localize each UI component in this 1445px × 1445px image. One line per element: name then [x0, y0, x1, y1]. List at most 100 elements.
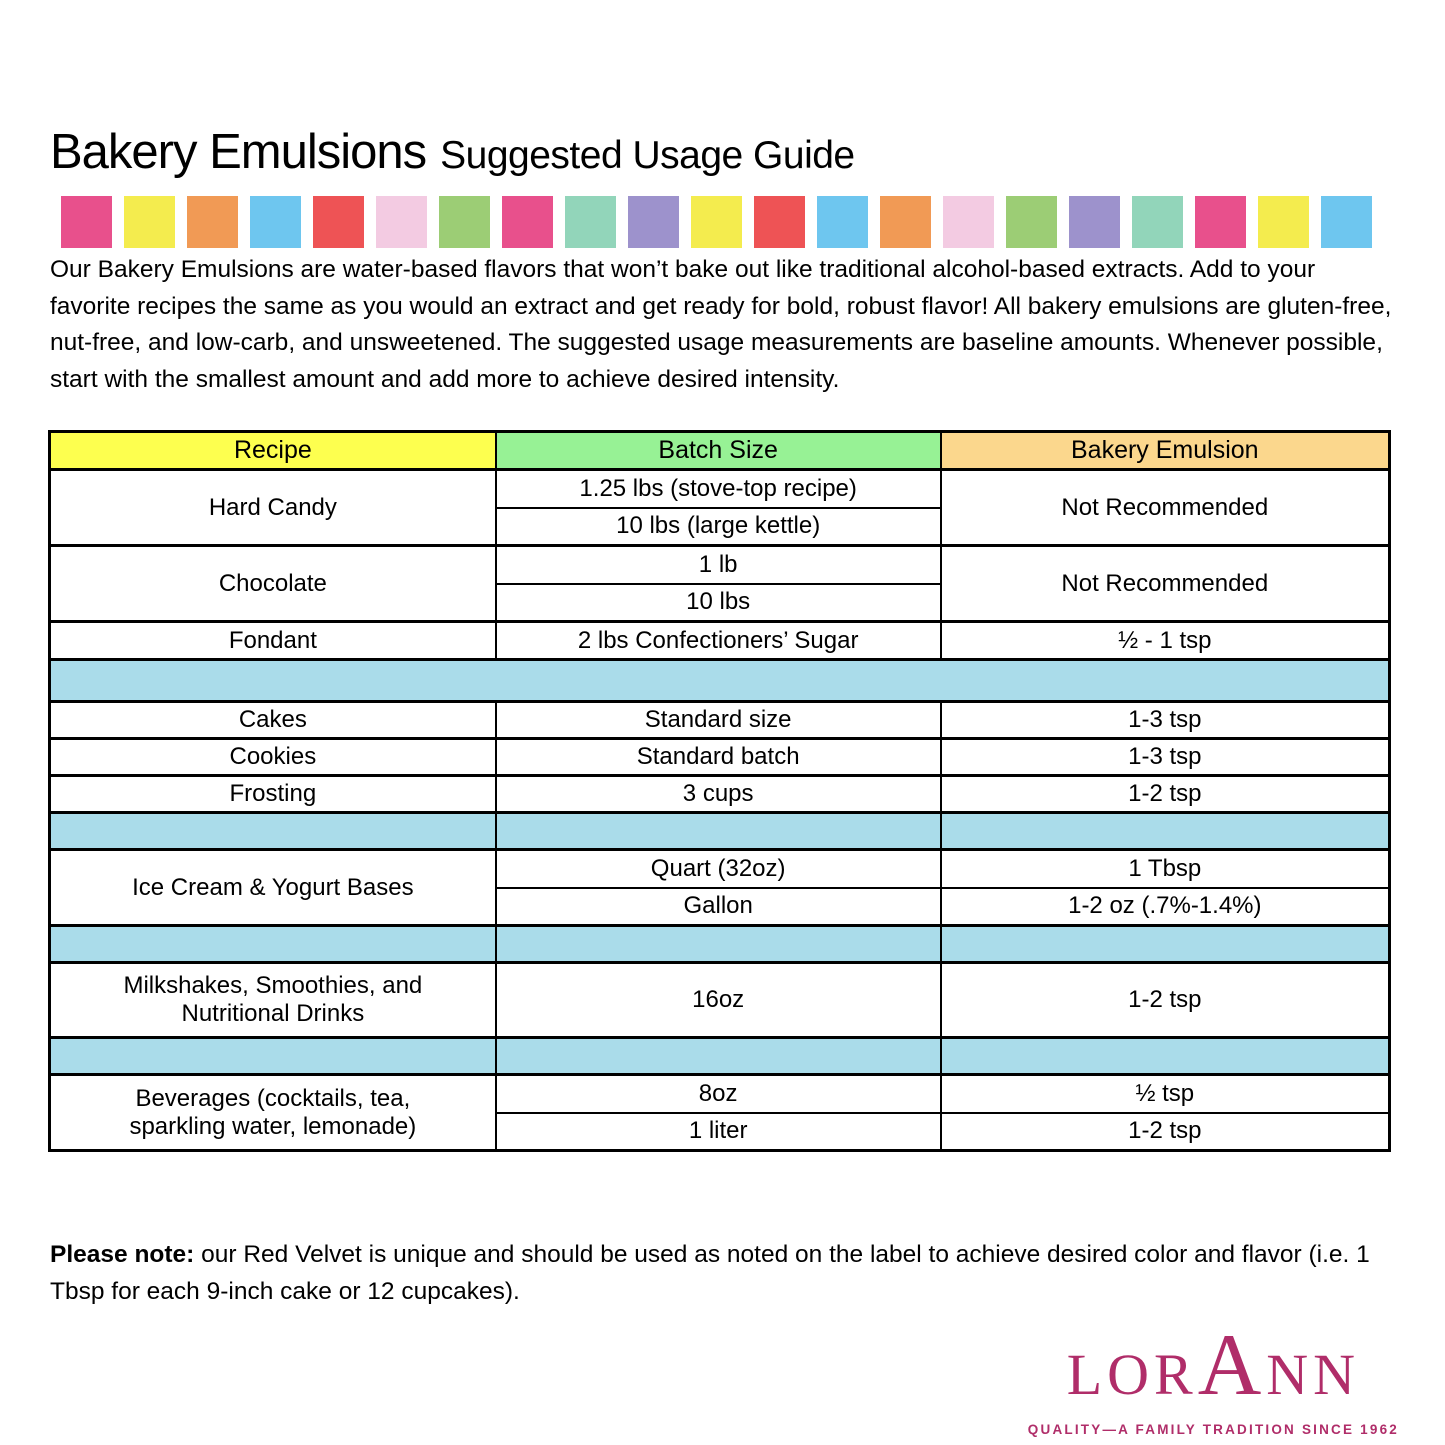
cell-batch-beverages-2: 1 liter [494, 1111, 942, 1152]
cell-batch-fondant: 2 lbs Confectioners’ Sugar [494, 620, 942, 661]
table-row-beverages-2: 1 liter 1-2 tsp [50, 1111, 1391, 1152]
table-header-row: Recipe Batch Size Bakery Emulsion [48, 430, 1391, 471]
spacer-cell [48, 1036, 497, 1076]
cell-emulsion-ice-cream-2: 1-2 oz (.7%-1.4%) [939, 886, 1391, 927]
column-header-bakery-emulsion: Bakery Emulsion [939, 430, 1391, 471]
color-swatch [817, 196, 868, 248]
table-row-cookies: Cookies Standard batch 1-3 tsp [48, 737, 1391, 777]
color-swatch [1006, 196, 1057, 248]
cell-recipe-hard-candy: Hard Candy [48, 468, 497, 547]
cell-recipe-ice-cream: Ice Cream & Yogurt Bases [48, 848, 497, 927]
cell-batch-beverages-1: 8oz [494, 1073, 942, 1114]
cell-emulsion-cookies: 1-3 tsp [939, 737, 1391, 777]
cell-batch-frosting: 3 cups [494, 774, 942, 814]
cell-emulsion-beverages-1: ½ tsp [939, 1073, 1391, 1114]
color-swatch [376, 196, 427, 248]
footer-note-text: our Red Velvet is unique and should be u… [50, 1241, 1370, 1305]
cell-batch-chocolate-2: 10 lbs [494, 582, 942, 623]
color-swatch [943, 196, 994, 248]
table-row-beverages-1: Beverages (cocktails, tea, sparkling wat… [48, 1073, 1391, 1152]
color-swatch [1132, 196, 1183, 248]
color-swatch [880, 196, 931, 248]
wordmark-part1: LOR [1066, 1342, 1198, 1407]
cell-emulsion-ice-cream-1: 1 Tbsp [939, 848, 1391, 889]
color-swatch [754, 196, 805, 248]
cell-batch-milkshakes: 16oz [494, 961, 942, 1039]
footer-note: Please note: our Red Velvet is unique an… [50, 1236, 1395, 1310]
cell-batch-hard-candy-2: 10 lbs (large kettle) [494, 506, 942, 547]
color-swatch [565, 196, 616, 248]
spacer-cell [48, 658, 1391, 703]
color-swatch [1195, 196, 1246, 248]
column-header-recipe: Recipe [48, 430, 497, 471]
spacer-row [48, 811, 1391, 851]
color-swatch [313, 196, 364, 248]
cell-recipe-cookies: Cookies [48, 737, 497, 777]
table-row-ice-cream-1: Ice Cream & Yogurt Bases Quart (32oz) 1 … [48, 848, 1391, 927]
table-row-chocolate-2: 10 lbs [50, 582, 1390, 623]
cell-recipe-milkshakes: Milkshakes, Smoothies, and Nutritional D… [48, 961, 497, 1039]
spacer-cell [48, 924, 497, 964]
title-main: Bakery Emulsions [50, 125, 427, 179]
color-swatch [1069, 196, 1120, 248]
spacer-row [48, 924, 1391, 964]
footer-note-label: Please note: [50, 1241, 195, 1268]
cell-batch-ice-cream-1: Quart (32oz) [494, 848, 942, 889]
usage-table-container: Recipe Batch Size Bakery Emulsion Hard C… [48, 430, 1391, 1152]
wordmark-part3: NN [1266, 1342, 1361, 1407]
cell-recipe-fondant: Fondant [48, 620, 497, 661]
spacer-cell [939, 811, 1391, 851]
cell-recipe-beverages: Beverages (cocktails, tea, sparkling wat… [48, 1073, 497, 1152]
color-strip [61, 196, 1372, 248]
lorann-logo: LOR A NN QUALITY—A FAMILY TRADITION SINCE … [1027, 1322, 1399, 1438]
cell-batch-cookies: Standard batch [494, 737, 942, 777]
color-swatch [61, 196, 112, 248]
table-row-fondant: Fondant 2 lbs Confectioners’ Sugar ½ - 1… [48, 620, 1391, 661]
color-swatch [691, 196, 742, 248]
table-row-cakes: Cakes Standard size 1-3 tsp [48, 700, 1391, 740]
spacer-row [48, 658, 1391, 703]
cell-recipe-chocolate: Chocolate [48, 544, 497, 623]
cell-emulsion-cakes: 1-3 tsp [939, 700, 1391, 740]
color-swatch [439, 196, 490, 248]
cell-emulsion-hard-candy: Not Recommended [939, 468, 1391, 547]
color-swatch [250, 196, 301, 248]
cell-batch-ice-cream-2: Gallon [494, 886, 942, 927]
table-row-milkshakes: Milkshakes, Smoothies, and Nutritional D… [48, 961, 1391, 1039]
cell-recipe-frosting: Frosting [48, 774, 497, 814]
wordmark-big-a: A [1197, 1317, 1267, 1414]
intro-paragraph: Our Bakery Emulsions are water-based fla… [50, 256, 1392, 393]
cell-emulsion-frosting: 1-2 tsp [939, 774, 1391, 814]
column-header-batch-size: Batch Size [494, 430, 942, 471]
spacer-cell [939, 924, 1391, 964]
table-row-chocolate-1: Chocolate 1 lb Not Recommended [48, 544, 1391, 623]
spacer-cell [494, 811, 942, 851]
color-swatch [628, 196, 679, 248]
color-swatch [1258, 196, 1309, 248]
cell-emulsion-fondant: ½ - 1 tsp [939, 620, 1391, 661]
lorann-tagline: QUALITY—A FAMILY TRADITION SINCE 1962 [1027, 1422, 1399, 1437]
spacer-cell [494, 1036, 942, 1076]
spacer-cell [48, 811, 497, 851]
spacer-cell [939, 1036, 1391, 1076]
usage-table: Recipe Batch Size Bakery Emulsion Hard C… [48, 430, 1391, 1152]
spacer-row [48, 1036, 1391, 1076]
cell-batch-hard-candy-1: 1.25 lbs (stove-top recipe) [494, 468, 942, 509]
spacer-cell [494, 924, 942, 964]
cell-emulsion-chocolate: Not Recommended [939, 544, 1391, 623]
cell-emulsion-milkshakes: 1-2 tsp [939, 961, 1391, 1039]
color-swatch [124, 196, 175, 248]
color-swatch [187, 196, 238, 248]
table-row-frosting: Frosting 3 cups 1-2 tsp [48, 774, 1391, 814]
cell-emulsion-beverages-2: 1-2 tsp [939, 1111, 1391, 1152]
color-swatch [502, 196, 553, 248]
cell-batch-cakes: Standard size [494, 700, 942, 740]
page-title: Bakery Emulsions Suggested Usage Guide [50, 124, 855, 180]
table-row-hard-candy-1: Hard Candy 1.25 lbs (stove-top recipe) N… [48, 468, 1391, 547]
title-subtitle: Suggested Usage Guide [440, 134, 855, 177]
lorann-wordmark: LOR A NN [1028, 1322, 1399, 1418]
table-row-hard-candy-2: 10 lbs (large kettle) [50, 506, 1390, 547]
cell-recipe-cakes: Cakes [48, 700, 497, 740]
color-swatch [1321, 196, 1372, 248]
table-row-ice-cream-2: Gallon 1-2 oz (.7%-1.4%) [50, 886, 1391, 927]
